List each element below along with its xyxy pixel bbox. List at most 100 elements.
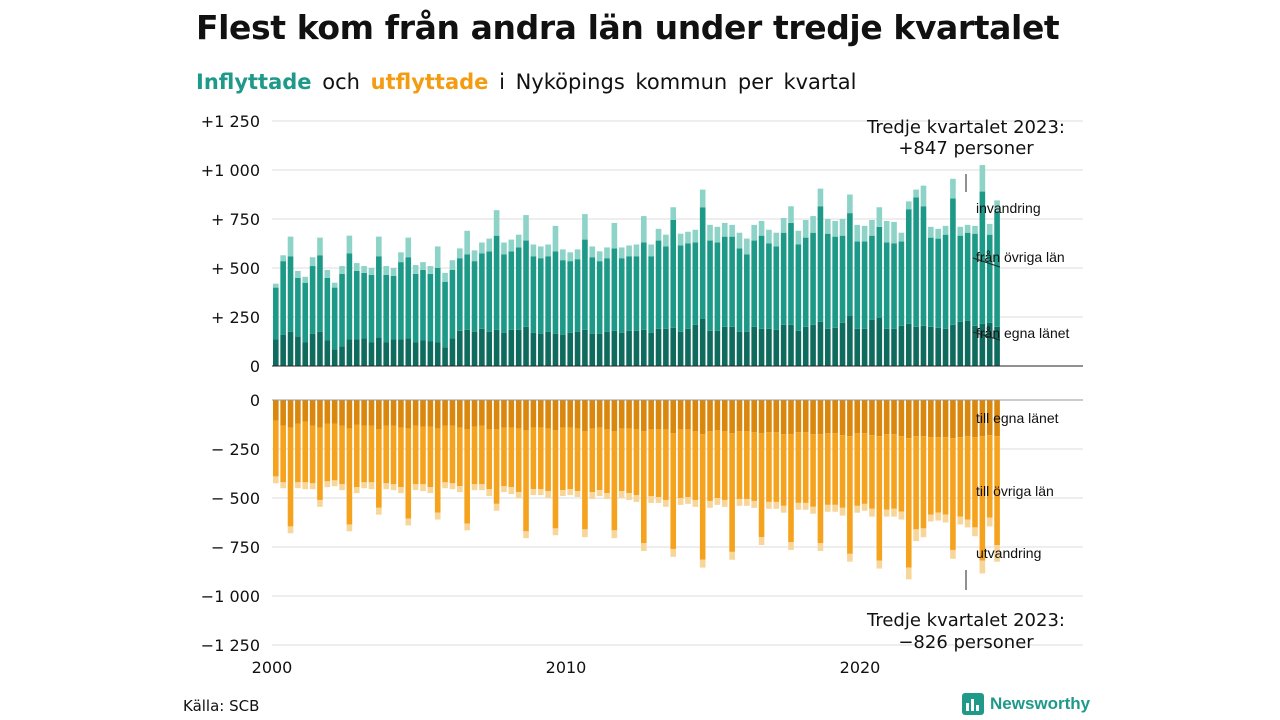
bar-out-2 — [280, 482, 286, 489]
bar-in-0 — [670, 327, 677, 366]
bar-out-2 — [942, 514, 949, 523]
bar-out-0 — [604, 400, 610, 430]
bar-out-0 — [714, 400, 721, 431]
bar-in-2 — [545, 244, 551, 257]
bar-in-1 — [655, 240, 662, 329]
annotation-top-line2: +847 personer — [898, 138, 1034, 159]
bar-in-0 — [626, 330, 632, 366]
bar-out-2 — [928, 514, 934, 522]
bar-out-1 — [883, 434, 890, 510]
bar-in-1 — [442, 281, 448, 348]
bar-out-0 — [685, 400, 691, 430]
bar-in-0 — [950, 324, 956, 366]
bar-out-0 — [648, 400, 654, 430]
bar-out-2 — [449, 483, 456, 490]
bar-in-2 — [471, 250, 478, 262]
bar-out-2 — [501, 486, 507, 493]
bar-in-2 — [376, 236, 382, 257]
bar-in-0 — [523, 326, 529, 366]
bar-in-1 — [920, 206, 927, 326]
bar-out-0 — [280, 400, 286, 426]
bar-in-0 — [751, 326, 757, 366]
bar-in-1 — [891, 243, 897, 329]
bar-in-2 — [854, 224, 861, 242]
bar-out-1 — [537, 427, 544, 490]
bar-out-0 — [810, 400, 816, 435]
bar-in-0 — [729, 326, 735, 366]
bar-in-1 — [361, 272, 367, 339]
bar-out-2 — [707, 500, 713, 508]
bar-in-0 — [376, 337, 382, 366]
bar-out-2 — [390, 484, 397, 491]
bar-in-1 — [692, 242, 699, 325]
bar-out-1 — [751, 432, 757, 501]
bar-out-2 — [346, 524, 353, 532]
bar-in-0 — [810, 324, 816, 366]
bar-out-2 — [832, 504, 838, 512]
bar-out-1 — [913, 436, 919, 530]
bar-out-1 — [545, 428, 551, 492]
bar-in-2 — [567, 252, 573, 262]
bar-in-2 — [714, 226, 721, 243]
bar-out-1 — [471, 426, 478, 485]
bar-out-2 — [721, 499, 728, 507]
bar-out-2 — [560, 490, 566, 497]
bar-in-0 — [832, 327, 838, 366]
bar-out-2 — [361, 482, 367, 489]
bar-in-2 — [523, 215, 529, 241]
bar-out-0 — [986, 400, 993, 436]
bar-out-2 — [979, 560, 986, 574]
bar-out-0 — [891, 400, 897, 435]
bar-out-1 — [383, 425, 389, 484]
bar-out-0 — [920, 400, 927, 437]
bar-in-1 — [412, 273, 419, 343]
bar-in-0 — [758, 328, 765, 366]
bar-in-0 — [589, 333, 596, 366]
bar-in-0 — [780, 324, 787, 366]
bar-in-2 — [913, 189, 919, 198]
bar-in-2 — [596, 251, 603, 262]
bar-out-2 — [618, 491, 625, 498]
bar-in-2 — [707, 224, 713, 241]
bar-out-2 — [376, 507, 382, 515]
bar-out-0 — [655, 400, 662, 430]
bar-in-1 — [685, 243, 691, 329]
bar-in-2 — [766, 229, 772, 244]
x-tick-label: 2020 — [840, 658, 881, 677]
series-label-in: från övriga län — [976, 249, 1065, 265]
bar-in-0 — [324, 340, 331, 366]
bar-in-1 — [810, 232, 816, 325]
bar-in-1 — [986, 234, 993, 323]
bar-out-2 — [692, 499, 699, 507]
bar-out-1 — [493, 429, 500, 504]
bar-in-0 — [641, 329, 647, 366]
bar-in-2 — [994, 200, 1000, 212]
bar-out-1 — [898, 436, 905, 512]
y-tick-label: + 500 — [211, 259, 260, 278]
bar-out-0 — [905, 400, 912, 439]
bar-out-0 — [729, 400, 735, 434]
bar-in-2 — [891, 221, 897, 244]
bar-in-1 — [273, 287, 279, 340]
bar-in-0 — [287, 331, 294, 366]
bar-in-1 — [567, 261, 573, 333]
bar-out-1 — [633, 429, 640, 496]
bar-out-2 — [442, 482, 448, 489]
bar-in-0 — [552, 333, 559, 366]
bar-in-1 — [471, 261, 478, 332]
bar-out-2 — [964, 519, 971, 528]
bar-in-2 — [699, 189, 706, 208]
bar-out-0 — [854, 400, 861, 434]
bar-in-2 — [847, 194, 853, 214]
bar-out-2 — [493, 503, 500, 511]
bar-in-2 — [457, 248, 463, 259]
bar-out-0 — [950, 400, 956, 439]
bar-out-0 — [398, 400, 404, 428]
bar-out-1 — [692, 431, 699, 500]
bar-out-0 — [383, 400, 389, 426]
bar-in-0 — [677, 331, 684, 366]
bar-in-0 — [309, 333, 316, 366]
bar-in-1 — [847, 213, 853, 317]
bar-in-1 — [493, 235, 500, 330]
bar-out-0 — [758, 400, 765, 434]
